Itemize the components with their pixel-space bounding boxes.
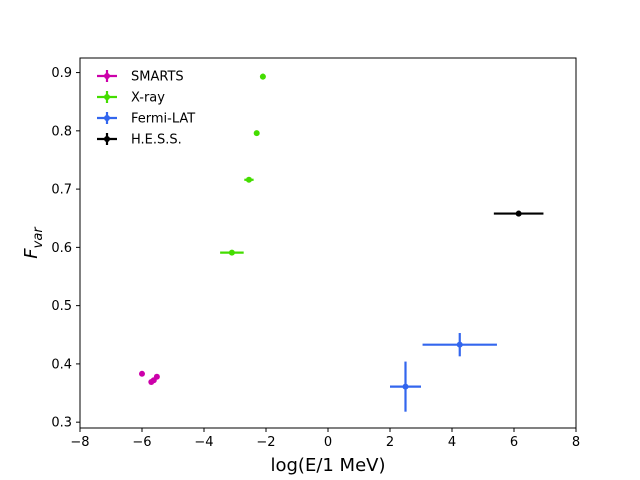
data-point bbox=[153, 373, 160, 380]
data-point bbox=[456, 341, 463, 348]
x-tick-label: −6 bbox=[132, 435, 151, 450]
legend-entry: Fermi-LAT bbox=[97, 112, 195, 127]
x-tick-label: 6 bbox=[510, 435, 518, 450]
legend-entry: SMARTS bbox=[97, 70, 184, 85]
legend-label: X-ray bbox=[131, 91, 165, 106]
y-tick-label: 0.6 bbox=[51, 241, 72, 256]
data-marks bbox=[139, 73, 544, 412]
x-tick-label: 0 bbox=[324, 435, 332, 450]
y-tick-label: 0.7 bbox=[51, 183, 72, 198]
y-tick-label: 0.5 bbox=[51, 299, 72, 314]
data-point bbox=[259, 73, 266, 80]
series-smarts bbox=[139, 370, 160, 385]
legend-entry: X-ray bbox=[97, 91, 165, 106]
x-tick-label: −2 bbox=[256, 435, 275, 450]
y-axis-title-main: F bbox=[21, 248, 42, 259]
series-fermi-lat bbox=[390, 333, 497, 412]
legend-label: Fermi-LAT bbox=[131, 112, 195, 127]
x-tick-label: 4 bbox=[448, 435, 456, 450]
y-axis-title: Fvar bbox=[21, 226, 46, 259]
y-tick-label: 0.8 bbox=[51, 124, 72, 139]
y-tick-label: 0.9 bbox=[51, 66, 72, 81]
data-point bbox=[139, 370, 145, 377]
plot-area bbox=[79, 57, 577, 429]
x-tick-label: 2 bbox=[386, 435, 394, 450]
y-tick-label: 0.3 bbox=[51, 416, 72, 431]
x-tick-label: −4 bbox=[194, 435, 213, 450]
y-axis-title-sub: var bbox=[31, 226, 46, 249]
data-point bbox=[253, 130, 260, 137]
data-point bbox=[402, 383, 409, 390]
y-tick-label: 0.4 bbox=[51, 357, 72, 372]
x-tick-label: 8 bbox=[572, 435, 580, 450]
x-tick-label: −8 bbox=[70, 435, 89, 450]
legend: SMARTS X-ray Fermi-LAT H.E.S.S. bbox=[97, 70, 195, 148]
series-x-ray bbox=[220, 73, 266, 256]
data-point bbox=[515, 210, 522, 217]
data-point bbox=[245, 176, 252, 183]
axis-ticks: −8 −6 −4 −2 0 2 4 6 8 0.3 0.4 0.5 0.6 0.7 0.8 0.9 bbox=[51, 66, 580, 450]
legend-entry: H.E.S.S. bbox=[97, 133, 182, 148]
legend-label: SMARTS bbox=[131, 70, 184, 85]
legend-marker bbox=[104, 94, 110, 100]
legend-label: H.E.S.S. bbox=[131, 133, 182, 148]
legend-marker bbox=[104, 115, 110, 121]
x-axis-title: log(E/1 MeV) bbox=[270, 455, 385, 476]
legend-marker bbox=[104, 73, 110, 79]
series-h-e-s-s bbox=[493, 210, 544, 217]
data-point bbox=[228, 249, 235, 256]
legend-marker bbox=[104, 136, 110, 142]
